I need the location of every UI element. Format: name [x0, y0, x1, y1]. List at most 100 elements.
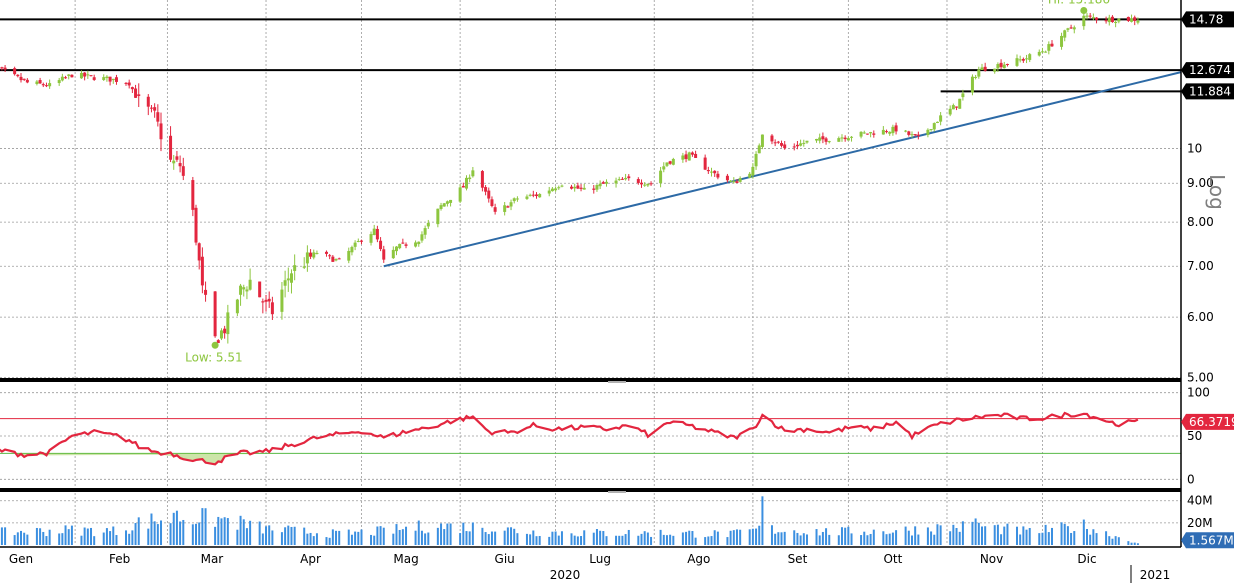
candle-body [471, 170, 475, 177]
rsi-series [0, 411, 1181, 466]
volume-bar [955, 528, 958, 545]
volume-bar [1089, 534, 1092, 545]
candle-body [560, 185, 564, 187]
trendline[interactable] [383, 71, 1182, 268]
volume-bar [398, 530, 401, 545]
volume-last-value-tag-text: 1.567M [1189, 533, 1234, 547]
volume-bar [67, 529, 70, 545]
candle-body [881, 129, 885, 135]
volume-bar [414, 530, 417, 545]
volume-bar [777, 532, 780, 545]
candle-body [570, 186, 574, 189]
candle-body [754, 153, 758, 167]
month-label: Mar [201, 552, 224, 566]
volume-bar [1006, 523, 1009, 545]
volume-bar [306, 533, 309, 545]
volume-bar [847, 526, 850, 545]
candle-body [153, 107, 157, 111]
candle-body [716, 173, 720, 178]
candle-body [442, 203, 446, 207]
volume-bar [13, 535, 16, 545]
volume-bar [557, 535, 560, 545]
candle-body [423, 228, 427, 235]
candle-body [926, 129, 930, 135]
volume-bar [506, 527, 509, 545]
volume-bar [242, 519, 245, 545]
candle-body [554, 188, 558, 191]
volume-bar [214, 526, 217, 545]
volume-bar [914, 526, 917, 545]
candle-body [1047, 44, 1051, 51]
candle-body [70, 74, 74, 78]
volume-bar [446, 523, 449, 545]
volume-bar [150, 513, 153, 545]
price-level-tag-text: 12.674 [1189, 63, 1231, 77]
volume-bar [360, 529, 363, 545]
panel-resize-handle[interactable] [608, 381, 626, 383]
volume-bar [583, 530, 586, 545]
volume-bar [70, 525, 73, 545]
volume-bar [828, 534, 831, 545]
volume-bar [494, 531, 497, 545]
candle-body [204, 289, 208, 295]
candle-body [993, 68, 997, 72]
volume-bar [487, 534, 490, 545]
volume-bar [751, 528, 754, 545]
candle-body [837, 138, 841, 142]
volume-bar [459, 533, 462, 545]
volume-bar [665, 535, 668, 545]
rsi-tick-label: 0 [1187, 472, 1195, 486]
volume-bar [646, 532, 649, 545]
volume-bar [840, 527, 843, 545]
candle-body [356, 240, 360, 242]
volume-bar [131, 530, 134, 545]
candle-body [417, 241, 421, 245]
volume-bar [191, 524, 194, 545]
volume-bar [595, 529, 598, 545]
volume-bar [713, 530, 716, 545]
candle-body [169, 135, 173, 160]
candle-body [1040, 51, 1044, 53]
volume-bar [1060, 522, 1063, 545]
candle-body [114, 77, 118, 82]
candle-body [480, 171, 484, 188]
candle-body [124, 82, 128, 84]
volume-bar [427, 532, 430, 545]
volume-bar [621, 535, 624, 545]
month-label: Dic [1077, 552, 1096, 566]
panel-separator[interactable] [0, 378, 1181, 382]
candle-body [1085, 15, 1089, 17]
volume-bar [1092, 529, 1095, 545]
candle-body [1117, 18, 1121, 22]
candle-body [681, 155, 685, 160]
volume-bar [694, 537, 697, 545]
candle-body [710, 171, 714, 173]
volume-bar [153, 521, 156, 545]
candle-body [840, 137, 844, 139]
annotation-marker [1080, 6, 1088, 14]
volume-bar [357, 531, 360, 545]
volume-bar [860, 535, 863, 545]
candle-body [372, 228, 376, 236]
candle-body [869, 132, 873, 134]
candle-body [1025, 58, 1029, 60]
volume-last-value-tag: 1.567M [1181, 532, 1234, 549]
month-label: Feb [109, 552, 130, 566]
candle-body [980, 67, 984, 70]
volume-bar [529, 534, 532, 545]
volume-bar [125, 530, 128, 545]
volume-bar [109, 531, 112, 545]
candle-body [1130, 18, 1134, 22]
candle-body [983, 66, 987, 71]
panel-resize-handle[interactable] [608, 491, 626, 493]
candle-body [401, 242, 405, 244]
candle-body [534, 194, 538, 197]
volume-bar [573, 535, 576, 545]
panel-separator[interactable] [0, 488, 1181, 492]
candle-body [888, 131, 892, 134]
volume-bar [373, 535, 376, 545]
candle-body [503, 205, 507, 212]
volume-bar [48, 529, 51, 545]
candle-body [751, 166, 755, 176]
volume-bar [538, 535, 541, 545]
